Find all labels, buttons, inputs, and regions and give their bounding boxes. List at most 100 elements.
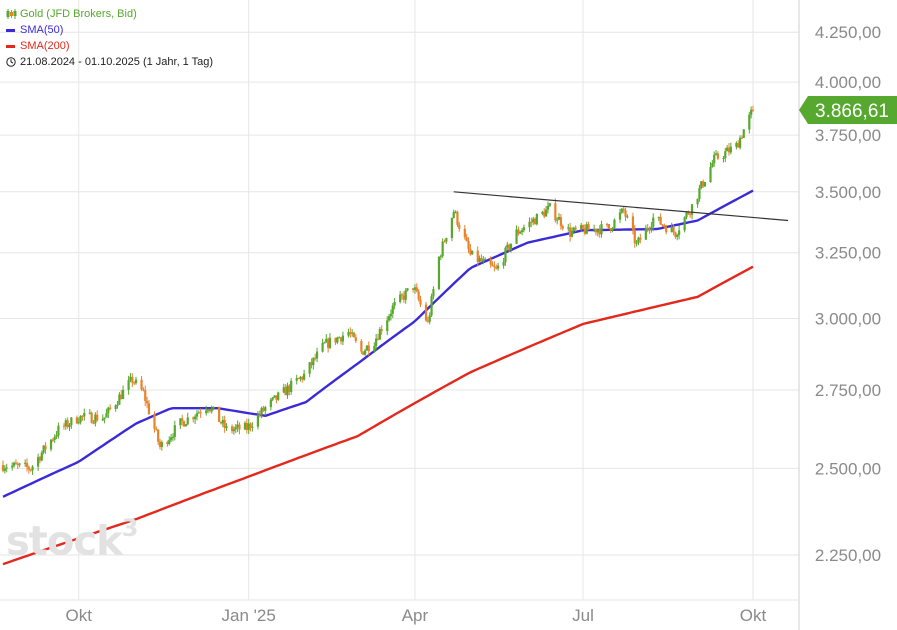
candle-body	[659, 216, 662, 225]
candle-body	[393, 301, 396, 306]
candle-body	[648, 229, 651, 231]
sma200-swatch	[6, 44, 15, 48]
candle-body	[14, 462, 18, 465]
candle-body	[515, 229, 518, 244]
candle-body	[618, 212, 622, 220]
candle-body	[426, 320, 429, 322]
legend-sma200-label: SMA(200)	[20, 40, 70, 52]
y-tick-label: 2.750,00	[815, 381, 881, 400]
legend-instrument-label: Gold (JFD Brokers, Bid)	[20, 8, 137, 20]
legend-instrument[interactable]: Gold (JFD Brokers, Bid)	[6, 6, 213, 22]
candle-body	[349, 332, 352, 334]
candle-body	[171, 437, 175, 439]
resistance-trendline	[453, 191, 789, 222]
y-axis: 4.500,004.250,004.000,003.750,003.500,00…	[815, 23, 881, 565]
candle-body	[249, 423, 252, 428]
candle-body	[351, 332, 354, 334]
candlestick-icon	[6, 9, 17, 19]
sma50-line	[2, 189, 754, 498]
candle-body	[471, 250, 474, 255]
candle-body	[639, 237, 642, 240]
candle-body	[657, 216, 660, 218]
legend-sma200[interactable]: SMA(200)	[6, 38, 213, 54]
candle-body	[572, 227, 575, 232]
legend-sma50[interactable]: SMA(50)	[6, 22, 213, 38]
candle-body	[458, 224, 461, 229]
candle-body	[533, 218, 537, 225]
candle-body	[18, 463, 21, 465]
candle-body	[428, 315, 431, 322]
candle-body	[173, 425, 176, 438]
candle-body	[430, 296, 433, 316]
candle-body	[703, 182, 707, 187]
candle-body	[236, 424, 239, 428]
candle-body	[376, 338, 380, 340]
candle-body	[748, 114, 751, 130]
y-tick-label: 4.000,00	[815, 73, 881, 92]
candle-body	[210, 408, 213, 412]
y-tick-label: 2.250,00	[815, 546, 881, 565]
candle-body	[443, 241, 446, 243]
candle-body	[714, 153, 718, 155]
y-tick-label: 2.500,00	[815, 459, 881, 478]
candle-body	[225, 426, 228, 429]
candle-body	[598, 229, 601, 235]
candle-body	[622, 208, 625, 211]
x-tick-label: Jul	[572, 606, 594, 625]
clock-icon	[6, 57, 16, 67]
candle-body	[478, 258, 481, 262]
candle-body	[713, 154, 716, 164]
candle-body	[16, 464, 19, 466]
candle-body	[116, 404, 119, 406]
candle-body	[3, 468, 6, 471]
candle-body	[168, 439, 171, 445]
candle-body	[327, 338, 330, 348]
candle-body	[258, 414, 261, 416]
candle-body	[208, 409, 211, 412]
candle-body	[160, 442, 163, 448]
candle-body	[362, 351, 365, 355]
candle-body	[352, 332, 356, 338]
candle-body	[378, 329, 381, 340]
candle-body	[557, 216, 561, 220]
sma200-series	[2, 265, 754, 566]
candle-body	[223, 419, 226, 429]
candle-body	[321, 342, 324, 352]
legend-range[interactable]: 21.08.2024 - 01.10.2025 (1 Jahr, 1 Tag)	[6, 54, 213, 70]
sma50-series	[2, 189, 754, 498]
candle-body	[722, 158, 725, 160]
candle-body	[424, 304, 428, 321]
candle-body	[29, 469, 32, 471]
candle-body	[182, 421, 186, 427]
candle-body	[79, 415, 82, 423]
candle-body	[299, 376, 302, 379]
last-price-badge	[799, 95, 897, 124]
sma50-swatch	[6, 28, 15, 32]
candle-body	[247, 423, 250, 431]
candle-body	[467, 240, 470, 249]
candle-body	[310, 362, 313, 366]
candle-body	[419, 299, 422, 305]
candle-body	[413, 287, 417, 290]
candle-body	[556, 219, 559, 221]
candle-body	[94, 414, 97, 424]
candle-body	[1, 465, 5, 471]
candle-body	[166, 442, 169, 445]
candle-body	[101, 418, 104, 421]
candle-body	[594, 228, 598, 233]
candle-body	[411, 288, 415, 290]
candle-body	[367, 345, 370, 352]
candle-body	[484, 258, 487, 260]
candle-body	[665, 226, 668, 233]
candle-body	[153, 414, 156, 429]
candle-body	[700, 181, 703, 189]
chart-legend: Gold (JFD Brokers, Bid) SMA(50) SMA(200)…	[6, 6, 213, 70]
candle-body	[114, 405, 117, 409]
candle-body	[600, 224, 603, 235]
x-tick-label: Jan '25	[222, 606, 276, 625]
candle-body	[532, 218, 535, 223]
candle-body	[465, 237, 468, 241]
candle-body	[548, 203, 551, 207]
x-tick-label: Apr	[402, 606, 429, 625]
candle-body	[44, 445, 47, 450]
